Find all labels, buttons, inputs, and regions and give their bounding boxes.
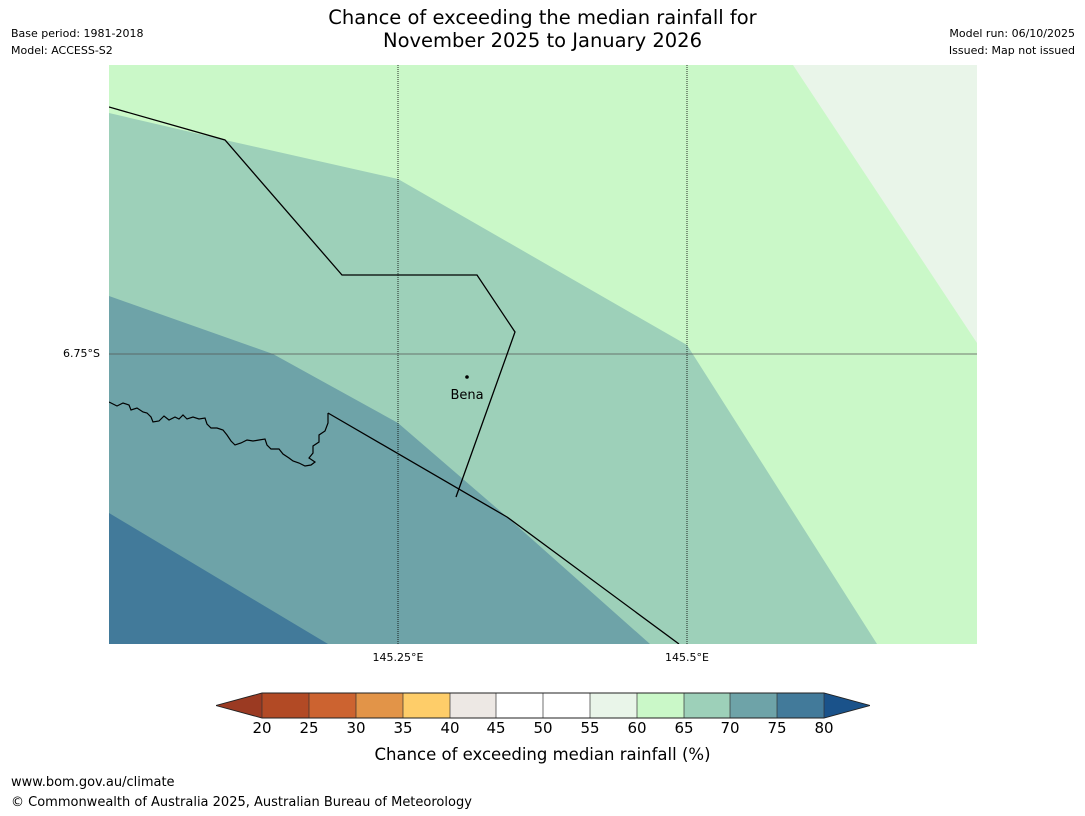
- colorbar-bin-30-35: [356, 693, 403, 718]
- colorbar-tick: 55: [580, 719, 600, 737]
- issued-text: Issued: Map not issued: [948, 44, 1075, 57]
- province-boundary: [109, 106, 516, 498]
- title-line-2: November 2025 to January 2026: [383, 29, 702, 52]
- zone-55-60: [793, 65, 977, 343]
- model-run-text: Model run: 06/10/2025: [949, 27, 1075, 40]
- place-label-bena: Bena: [450, 388, 484, 403]
- colorbar-tick: 20: [252, 719, 272, 737]
- colorbar-tick: 45: [486, 719, 506, 737]
- colorbar-tick: 35: [393, 719, 413, 737]
- map-area: [109, 65, 977, 644]
- colorbar-tick: 30: [346, 719, 366, 737]
- colorbar-tick: 70: [720, 719, 740, 737]
- colorbar-bin-20-25: [262, 693, 309, 718]
- title-line-1: Chance of exceeding the median rainfall …: [328, 6, 757, 29]
- colorbar-tick: 25: [299, 719, 319, 737]
- colorbar-bin-40-45: [450, 693, 496, 718]
- colorbar-bin-55-60: [590, 693, 637, 718]
- colorbar-tick: 40: [440, 719, 460, 737]
- meta-left: Base period: 1981-2018 Model: ACCESS-S2: [11, 25, 143, 59]
- colorbar-bin-75-80: [777, 693, 824, 718]
- colorbar-extend-high: [824, 693, 870, 718]
- colorbar-bin-50-55: [543, 693, 590, 718]
- colorbar-tick: 75: [767, 719, 787, 737]
- longitude-label-145-5: 145.5°E: [665, 651, 709, 664]
- longitude-label-145-25: 145.25°E: [372, 651, 424, 664]
- colorbar-extend-low: [216, 693, 262, 718]
- model-text: Model: ACCESS-S2: [11, 44, 113, 57]
- map-title: Chance of exceeding the median rainfall …: [0, 6, 1085, 52]
- footer-url: www.bom.gov.au/climate: [11, 775, 175, 790]
- map-canvas: [109, 65, 977, 644]
- zone-70-75: [109, 296, 650, 644]
- colorbar-tick: 60: [627, 719, 647, 737]
- colorbar-tick: 80: [814, 719, 834, 737]
- province-boundary-south: [327, 412, 680, 644]
- colorbar-bin-65-70: [684, 693, 730, 718]
- colorbar-bin-60-65: [637, 693, 684, 718]
- colorbar-tick: 50: [533, 719, 553, 737]
- colorbar-bin-70-75: [730, 693, 777, 718]
- footer-copyright: © Commonwealth of Australia 2025, Austra…: [11, 795, 472, 810]
- river-line: [109, 401, 329, 467]
- town-marker-bena: [465, 375, 469, 379]
- colorbar-svg: [214, 692, 872, 719]
- colorbar: [214, 692, 872, 720]
- meta-right: Model run: 06/10/2025 Issued: Map not is…: [949, 25, 1075, 59]
- colorbar-dividers: [261, 693, 825, 718]
- colorbar-label: Chance of exceeding median rainfall (%): [374, 745, 711, 764]
- colorbar-bin-35-40: [403, 693, 450, 718]
- zone-75-80: [109, 513, 328, 644]
- colorbar-tick: 65: [674, 719, 694, 737]
- latitude-label: 6.75°S: [63, 347, 100, 360]
- colorbar-bin-45-50: [496, 693, 543, 718]
- colorbar-bin-25-30: [309, 693, 356, 718]
- base-period-text: Base period: 1981-2018: [11, 27, 144, 40]
